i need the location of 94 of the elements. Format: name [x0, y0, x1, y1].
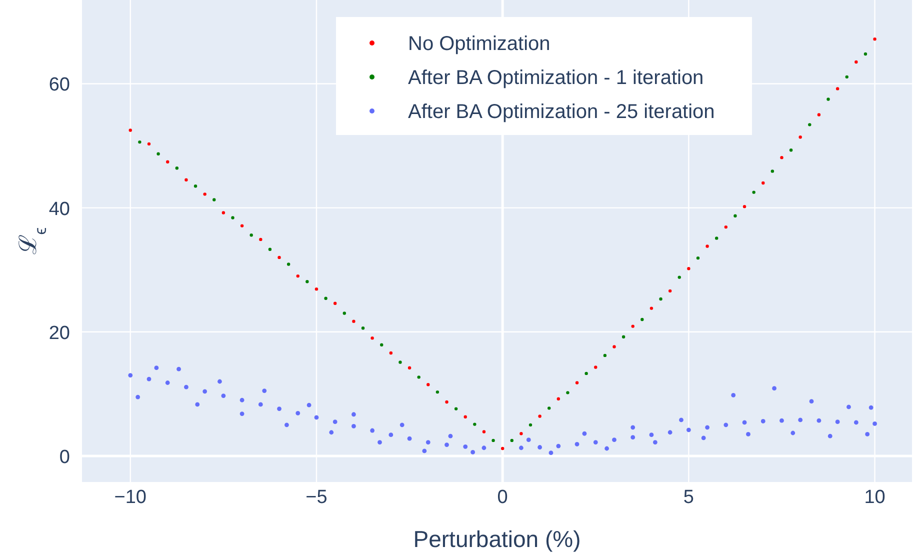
point: [594, 366, 598, 369]
point: [668, 289, 672, 293]
point: [659, 297, 662, 301]
x-tick-label: 0: [497, 487, 508, 508]
point: [380, 343, 384, 347]
point: [231, 216, 234, 220]
point: [584, 372, 588, 376]
point: [482, 430, 486, 434]
point: [538, 414, 542, 418]
point: [808, 123, 812, 126]
point: [500, 446, 504, 450]
y-tick-label: 60: [48, 74, 70, 96]
point: [640, 318, 644, 322]
point: [175, 166, 179, 170]
legend-label: No Optimization: [408, 33, 550, 55]
point: [389, 351, 393, 355]
point: [752, 190, 756, 194]
point: [417, 376, 420, 379]
point: [278, 256, 281, 260]
point: [631, 324, 634, 328]
point: [296, 274, 300, 278]
y-tick-label: 20: [48, 322, 70, 344]
point: [398, 360, 402, 364]
point: [864, 52, 868, 56]
point: [408, 366, 412, 370]
point: [464, 415, 467, 418]
point: [426, 383, 430, 386]
point: [212, 198, 216, 202]
point: [826, 98, 830, 101]
point: [780, 156, 784, 160]
point: [622, 335, 626, 338]
point: [678, 276, 681, 279]
point: [566, 391, 570, 394]
point: [724, 225, 728, 229]
point: [184, 178, 188, 182]
point: [342, 312, 346, 315]
legend-label: After BA Optimization - 25 iteration: [408, 101, 715, 123]
point: [817, 113, 821, 116]
point: [250, 234, 253, 237]
point: [789, 148, 793, 152]
point: [696, 256, 700, 260]
point: [845, 75, 848, 79]
point: [361, 326, 365, 330]
point: [548, 406, 551, 410]
point: [259, 238, 262, 242]
point: [445, 400, 448, 404]
x-tick-label: −10: [114, 487, 147, 508]
point: [203, 192, 206, 196]
point: [314, 287, 318, 291]
y-tick-label: 40: [48, 198, 70, 220]
point: [854, 60, 858, 64]
point: [556, 397, 560, 400]
x-axis-title: Perturbation (%): [413, 526, 581, 552]
point: [742, 204, 746, 208]
point: [306, 280, 309, 284]
point: [612, 345, 616, 348]
point: [454, 407, 458, 410]
point: [770, 170, 774, 173]
point: [528, 423, 532, 427]
point: [873, 37, 876, 41]
point: [268, 248, 272, 251]
point: [510, 438, 514, 442]
point: [650, 306, 654, 310]
point: [194, 184, 198, 188]
point: [138, 140, 142, 144]
y-tick-label: 0: [59, 446, 70, 468]
point: [603, 354, 607, 358]
point: [240, 224, 244, 228]
point: [836, 87, 840, 90]
point: [286, 262, 290, 266]
point: [370, 336, 374, 340]
point: [762, 181, 765, 185]
point: [687, 267, 690, 270]
legend-label: After BA Optimization - 1 iteration: [408, 67, 704, 89]
point: [520, 432, 523, 436]
point: [714, 236, 718, 240]
point: [706, 244, 709, 248]
x-tick-label: 5: [683, 487, 694, 508]
point: [492, 438, 495, 442]
point: [166, 160, 170, 164]
point: [352, 320, 356, 323]
point: [798, 135, 802, 139]
x-tick-label: 10: [864, 487, 886, 508]
point: [575, 381, 579, 384]
point: [473, 422, 476, 426]
point: [222, 211, 226, 214]
point: [128, 128, 132, 132]
point: [333, 302, 337, 305]
point: [147, 142, 151, 146]
point: [156, 152, 160, 156]
point: [324, 296, 328, 300]
point: [436, 390, 440, 394]
x-tick-label: −5: [306, 487, 328, 508]
point: [734, 214, 737, 218]
